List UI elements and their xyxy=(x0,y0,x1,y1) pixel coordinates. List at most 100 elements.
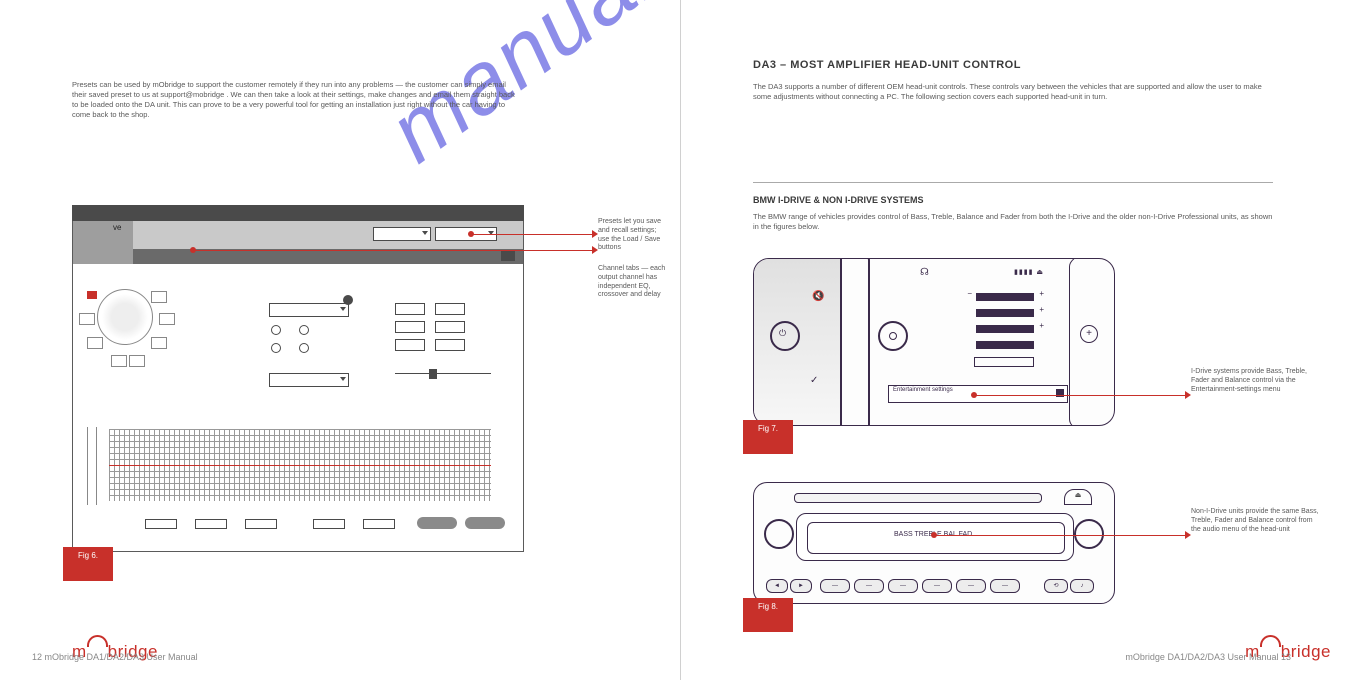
figure-8-tag-label: Fig 8. xyxy=(758,602,778,611)
pointer-arrow-2 xyxy=(592,246,598,254)
save-button[interactable] xyxy=(417,517,457,529)
eject-button[interactable]: ⏏ xyxy=(1064,489,1092,505)
eq-band-bypass[interactable] xyxy=(363,519,395,529)
headunit-display-inner: BASS TREBLE BAL FAD xyxy=(807,522,1065,554)
figure-7-tag: Fig 7. xyxy=(743,420,793,454)
bottom-btn-2[interactable]: ► xyxy=(790,579,812,593)
master-level-slider[interactable] xyxy=(87,427,97,505)
speaker-ctr-icon[interactable] xyxy=(111,355,127,367)
balance-bar[interactable] xyxy=(976,325,1034,333)
eq-band-type[interactable] xyxy=(313,519,345,529)
lp-freq-input[interactable] xyxy=(435,303,465,315)
master-radio[interactable] xyxy=(343,295,353,305)
callout-fig7: I-Drive systems provide Bass, Treble, Fa… xyxy=(1191,368,1321,394)
power-icon: ⏻ xyxy=(779,328,786,339)
support-paragraph: Presets can be used by mObridge to suppo… xyxy=(72,80,522,121)
fader-bar[interactable] xyxy=(976,341,1034,349)
signal-icon: ▮▮▮▮ ⏏ xyxy=(1014,268,1044,276)
active-tab[interactable] xyxy=(73,221,133,264)
sync-icon[interactable] xyxy=(501,251,515,261)
bottom-btn-4[interactable]: — xyxy=(854,579,884,593)
idrive-rotary-center xyxy=(889,332,897,340)
speaker-rr-icon[interactable] xyxy=(151,337,167,349)
hp-slope-input[interactable] xyxy=(395,321,425,333)
delay-slider-track[interactable] xyxy=(395,373,491,374)
da3-intro: The DA3 supports a number of different O… xyxy=(753,82,1273,102)
eject-icon: ⏏ xyxy=(1065,491,1091,499)
eq-band-q[interactable] xyxy=(245,519,277,529)
mode-radio-2[interactable] xyxy=(299,325,309,335)
pointer-line-2 xyxy=(194,250,592,251)
speaker-sub-icon[interactable] xyxy=(129,355,145,367)
speaker-fl-icon[interactable] xyxy=(87,291,97,299)
delay-slider-thumb[interactable] xyxy=(429,369,437,379)
speaker-fr-icon[interactable] xyxy=(151,291,167,303)
speaker-rl-icon[interactable] xyxy=(87,337,103,349)
figure-8-tag: Fig 8. xyxy=(743,598,793,632)
cd-slot xyxy=(794,493,1042,503)
eq-graph[interactable] xyxy=(109,429,491,501)
plus-icon-3: + xyxy=(1039,321,1044,330)
pointer-line-fig8 xyxy=(935,535,1185,536)
zoom-plus-button[interactable]: + xyxy=(1080,325,1098,343)
mute-icon: 🔇 xyxy=(812,291,824,302)
mode-radio-4[interactable] xyxy=(299,343,309,353)
speaker-ml-icon[interactable] xyxy=(79,313,95,325)
eq-band-freq[interactable] xyxy=(145,519,177,529)
bottom-btn-3[interactable]: — xyxy=(820,579,850,593)
page-number-left: 12 mObridge DA1/DA2/DA3 User Manual xyxy=(32,652,198,662)
section-divider xyxy=(753,182,1273,183)
volume-knob[interactable] xyxy=(764,519,794,549)
tune-knob[interactable] xyxy=(1074,519,1104,549)
default-button[interactable] xyxy=(465,517,505,529)
idrive-arc-divider xyxy=(838,258,870,426)
hp-freq-input[interactable] xyxy=(395,303,425,315)
figure-7-idrive: 🔇 ⏻ ✓ Entertainment settings ☊ ▮▮▮▮ ⏏ − … xyxy=(753,258,1115,426)
plus-icon-2: + xyxy=(1039,305,1044,314)
idrive-rotary[interactable] xyxy=(878,321,908,351)
logo-arc-icon-r xyxy=(1260,635,1281,647)
bottom-btn-6[interactable]: — xyxy=(922,579,952,593)
treble-bar[interactable] xyxy=(976,309,1034,317)
idrive-display-text: Entertainment settings xyxy=(889,386,1067,394)
callout-fig8: Non-I-Drive units provide the same Bass,… xyxy=(1191,508,1321,534)
preset-dropdown[interactable] xyxy=(373,227,431,241)
channel-tab-strip xyxy=(73,249,523,264)
figure-7-tag-label: Fig 7. xyxy=(758,424,778,433)
callout-presets: Presets let you save and recall settings… xyxy=(598,218,668,253)
slope-dropdown[interactable] xyxy=(269,373,349,387)
figure-6-tag: Fig 6. xyxy=(63,547,113,581)
empty-bar[interactable] xyxy=(974,357,1034,367)
power-knob[interactable]: ⏻ xyxy=(770,321,800,351)
speaker-mr-icon[interactable] xyxy=(159,313,175,325)
mode-radio-3[interactable] xyxy=(271,343,281,353)
lp-slope-input[interactable] xyxy=(435,321,465,333)
bottom-btn-10[interactable]: ♪ xyxy=(1070,579,1094,593)
idrive-display: Entertainment settings xyxy=(888,385,1068,403)
source-dropdown[interactable] xyxy=(269,303,349,317)
page-right: DA3 – MOST AMPLIFIER HEAD-UNIT CONTROL T… xyxy=(681,0,1361,680)
bottom-btn-8[interactable]: — xyxy=(990,579,1020,593)
eq-band-gain[interactable] xyxy=(195,519,227,529)
bass-bar[interactable] xyxy=(976,293,1034,301)
active-tab-label: ve xyxy=(113,223,121,232)
da3-heading: DA3 – MOST AMPLIFIER HEAD-UNIT CONTROL xyxy=(753,58,1273,73)
bottom-btn-5[interactable]: — xyxy=(888,579,918,593)
window-titlebar xyxy=(72,205,524,221)
bottom-btn-1[interactable]: ◄ xyxy=(766,579,788,593)
page-left: Presets can be used by mObridge to suppo… xyxy=(0,0,680,680)
mode-radio-1[interactable] xyxy=(271,325,281,335)
ok-icon: ✓ xyxy=(810,375,818,386)
bottom-btn-7[interactable]: — xyxy=(956,579,986,593)
pointer-line-1 xyxy=(472,234,592,235)
figure-8-headunit: ⏏ ◀ ▶ BASS TREBLE BAL FAD ◄ ► — — — — — … xyxy=(753,482,1115,604)
bmw-section-body: The BMW range of vehicles provides contr… xyxy=(753,212,1273,232)
pointer-line-fig7 xyxy=(975,395,1185,396)
phase-input[interactable] xyxy=(435,339,465,351)
plus-icon-1: + xyxy=(1039,289,1044,298)
logo-arc-icon xyxy=(87,635,108,647)
bottom-btn-9[interactable]: ⟲ xyxy=(1044,579,1068,593)
callout-channels: Channel tabs — each output channel has i… xyxy=(598,265,668,300)
figure-6-tag-label: Fig 6. xyxy=(78,551,98,560)
gain-input[interactable] xyxy=(395,339,425,351)
